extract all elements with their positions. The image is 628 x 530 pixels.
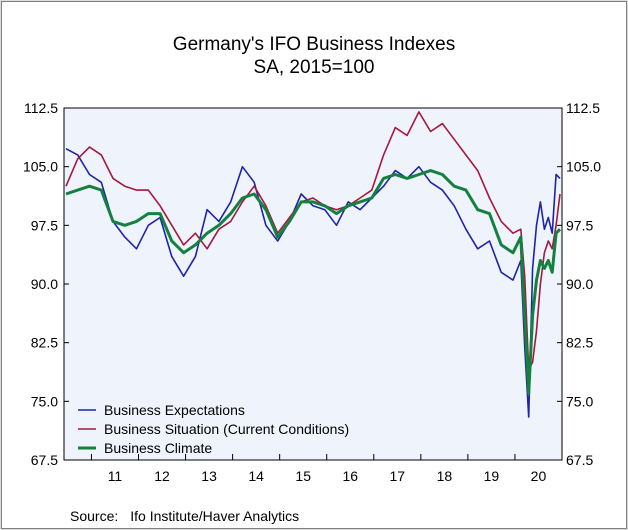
y-tick-label-right: 112.5 (566, 100, 600, 116)
x-tick-label: 14 (248, 468, 264, 484)
y-tick-label-left: 75.0 (31, 393, 58, 409)
x-tick-label: 15 (295, 468, 311, 484)
y-tick-label-left: 97.5 (31, 217, 58, 233)
y-tick-label-left: 90.0 (31, 276, 58, 292)
y-tick-label-right: 82.5 (566, 335, 593, 351)
x-tick-label: 17 (390, 468, 406, 484)
y-tick-label-right: 105.0 (566, 159, 601, 175)
y-tick-label-left: 105.0 (23, 159, 58, 175)
x-tick-label: 11 (108, 468, 123, 484)
series-line-business-climate (65, 169, 562, 395)
y-tick-label-right: 90.0 (566, 276, 593, 292)
series-line-business-expectations (65, 147, 561, 418)
source-text: Ifo Institute/Haver Analytics (130, 508, 300, 524)
x-tick-label: 19 (484, 468, 500, 484)
x-tick-label: 13 (201, 468, 217, 484)
chart-subtitle: SA, 2015=100 (253, 57, 375, 78)
legend-label: Business Expectations (104, 402, 245, 418)
source-note: Source: Ifo Institute/Haver Analytics (70, 508, 299, 524)
y-tick-label-right: 67.5 (566, 452, 593, 468)
x-tick-label: 18 (437, 468, 453, 484)
chart-title: Germany's IFO Business Indexes (172, 34, 456, 55)
legend-label: Business Climate (104, 440, 212, 456)
x-tick-label: 20 (531, 468, 547, 484)
x-tick-label: 16 (342, 468, 358, 484)
y-tick-label-left: 82.5 (31, 335, 58, 351)
x-tick-label: 12 (154, 468, 170, 484)
legend-label: Business Situation (Current Conditions) (104, 421, 349, 437)
y-tick-label-right: 75.0 (566, 393, 593, 409)
y-tick-label-left: 112.5 (24, 100, 58, 116)
y-tick-label-right: 97.5 (566, 217, 593, 233)
y-tick-label-left: 67.5 (31, 452, 58, 468)
source-label: Source: (70, 508, 119, 524)
